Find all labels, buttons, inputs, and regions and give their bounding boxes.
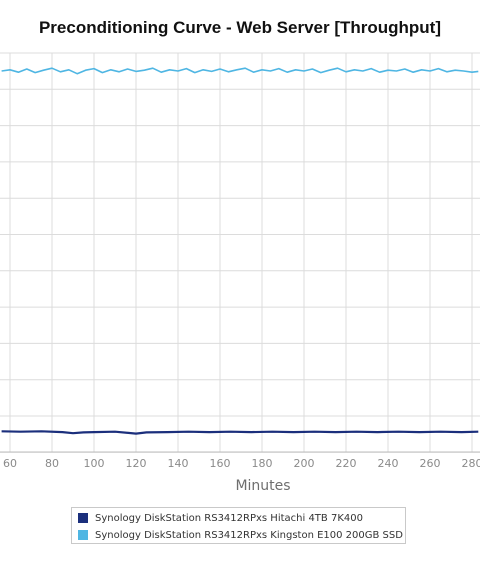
legend-label-series-1: Synology DiskStation RS3412RPxs Hitachi … xyxy=(95,512,363,524)
x-tick-label: 80 xyxy=(45,457,59,470)
chart-title: Preconditioning Curve - Web Server [Thro… xyxy=(38,18,442,37)
x-tick-label: 120 xyxy=(126,457,147,470)
x-tick-label: 140 xyxy=(168,457,189,470)
x-tick-label: 240 xyxy=(378,457,399,470)
x-tick-label: 100 xyxy=(84,457,105,470)
legend-swatch-series-1 xyxy=(77,512,89,524)
legend-item-series-1: Synology DiskStation RS3412RPxs Hitachi … xyxy=(77,511,363,525)
series-line-2 xyxy=(1,67,479,75)
x-tick-label: 180 xyxy=(252,457,273,470)
x-tick-label: 220 xyxy=(336,457,357,470)
x-axis-label: Minutes xyxy=(235,478,290,494)
legend-swatch-series-2 xyxy=(77,529,89,541)
series-lines xyxy=(1,67,479,435)
x-tick-label: 260 xyxy=(420,457,441,470)
x-axis-ticks: 60 80 100 120 140 160 180 200 220 240 260 280 xyxy=(3,457,480,470)
legend: Synology DiskStation RS3412RPxs Hitachi … xyxy=(71,507,406,544)
legend-label-series-2: Synology DiskStation RS3412RPxs Kingston… xyxy=(95,529,403,541)
series-line-1 xyxy=(1,430,479,435)
grid xyxy=(0,52,480,453)
x-tick-label: 280 xyxy=(462,457,480,470)
x-tick-label: 60 xyxy=(3,457,17,470)
x-tick-label: 160 xyxy=(210,457,231,470)
legend-item-series-2: Synology DiskStation RS3412RPxs Kingston… xyxy=(77,528,403,542)
x-tick-label: 200 xyxy=(294,457,315,470)
line-chart: 60 80 100 120 140 160 180 200 220 240 260 280 Minut… xyxy=(0,52,480,494)
